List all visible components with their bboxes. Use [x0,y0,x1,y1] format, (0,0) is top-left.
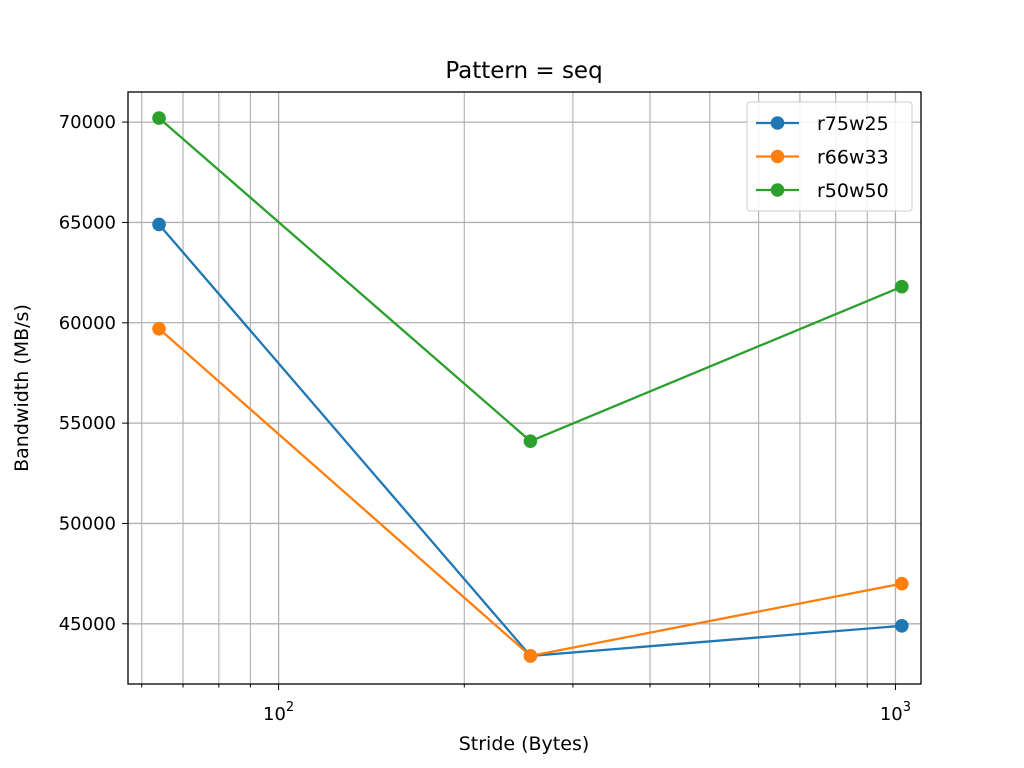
series-r50w50 [152,111,909,448]
data-point [895,576,909,591]
data-point [152,111,166,125]
series [152,111,909,663]
y-tick-label: 70000 [59,112,116,133]
x-axis-label: Stride (Bytes) [459,733,590,755]
data-point [523,434,538,448]
x-tick-label: 103 [880,700,911,725]
y-tick-label: 65000 [59,212,116,233]
y-tick-label: 60000 [59,313,116,334]
data-point [152,217,166,232]
legend-label: r50w50 [817,180,889,202]
chart-title: Pattern = seq [445,58,602,84]
x-tick-label: 102 [263,700,294,725]
legend-label: r66w33 [817,147,889,169]
legend-item: r75w25 [756,113,889,135]
legend-swatch-marker [770,116,785,130]
series-r66w33 [152,322,909,663]
y-axis-label: Bandwidth (MB/s) [11,304,33,472]
legend-label: r75w25 [817,113,889,135]
data-point [895,619,909,633]
plot-frame [127,91,922,685]
y-tick-label: 50000 [59,513,116,534]
legend: r75w25 r66w33 r50w50 [746,101,913,212]
data-point [523,649,538,663]
data-point [895,279,909,294]
legend-box [746,101,913,212]
ticks: 45000 50000 55000 60000 65000 70000 102 103 [59,112,911,725]
legend-swatch-marker [770,149,785,164]
legend-item: r50w50 [756,180,889,202]
y-tick-label: 55000 [59,413,116,434]
data-point [152,322,166,336]
y-tick-label: 45000 [59,614,116,635]
legend-item: r66w33 [756,147,889,169]
legend-swatch-marker [770,183,785,197]
